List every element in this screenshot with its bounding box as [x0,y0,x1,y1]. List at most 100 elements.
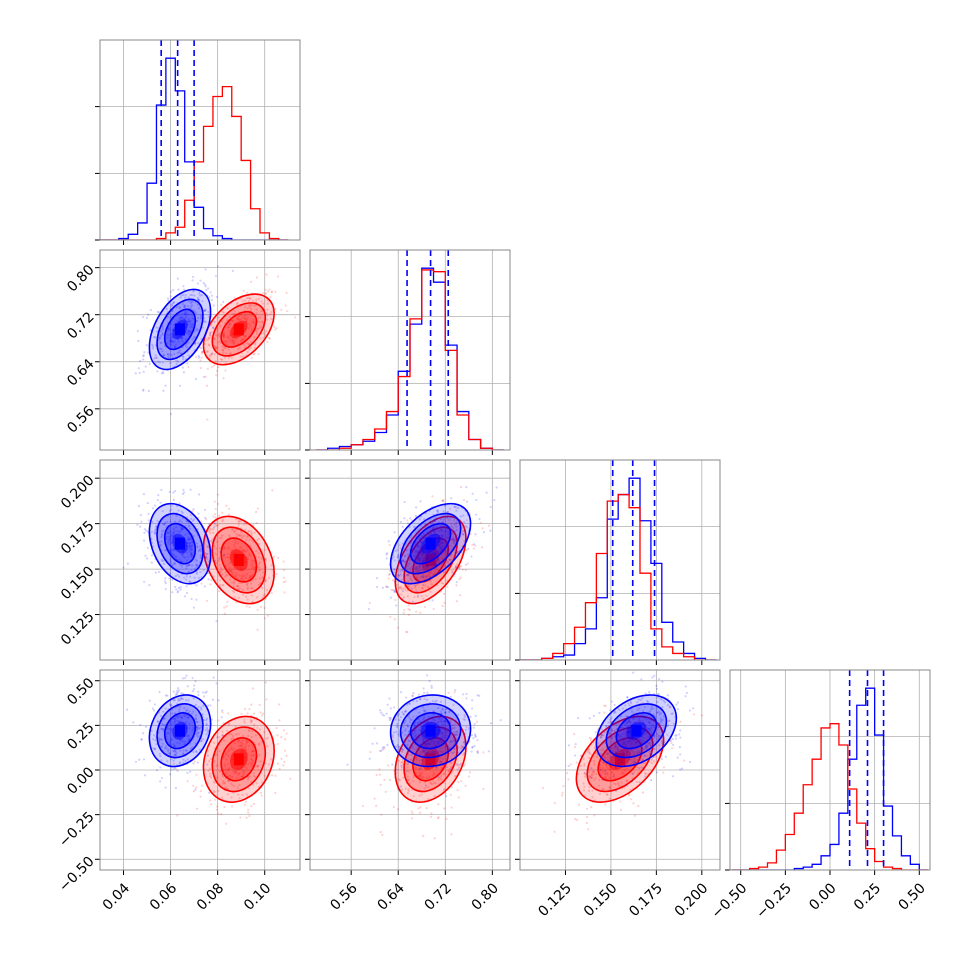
scatter-point [233,530,236,533]
scatter-point [608,768,612,771]
scatter-point [606,759,610,762]
scatter-point [629,721,632,724]
scatter-point [664,755,667,758]
scatter-point [203,309,206,312]
scatter-point [246,558,250,561]
scatter-point [239,546,242,549]
scatter-point [441,733,445,736]
scatter-point [617,762,620,765]
scatter-point [441,520,445,524]
scatter-point [407,585,410,588]
scatter-point [258,754,261,757]
scatter-point [424,523,427,526]
scatter-point [436,509,439,512]
scatter-point [462,741,465,744]
scatter-point [381,586,384,589]
scatter-point [207,310,210,313]
scatter-point [230,356,233,359]
scatter-point [439,710,442,713]
scatter-point [465,486,468,489]
scatter-point [180,510,183,513]
scatter-point [282,576,286,579]
scatter-point [236,316,239,319]
scatter-point [177,697,180,701]
scatter-point [232,585,235,588]
x-tick-label: 0.150 [581,880,621,920]
scatter-point [452,540,456,543]
scatter-point [164,549,167,552]
scatter-point [402,558,405,561]
scatter-point [257,556,261,559]
scatter-point [191,510,194,513]
scatter-point [191,519,194,522]
scatter-point [656,728,659,731]
scatter-point [611,747,614,750]
scatter-point [414,506,418,509]
scatter-point [266,290,270,293]
scatter-point [373,797,376,800]
scatter-point [216,736,219,739]
scatter-point [263,617,266,620]
scatter-point [440,534,443,537]
scatter-point [139,723,142,727]
scatter-point [679,768,682,771]
scatter-point [446,585,449,588]
scatter-point [207,769,210,772]
scatter-point [413,721,417,724]
scatter-point [141,732,145,735]
scatter-point [283,591,286,594]
scatter-point [435,744,438,747]
scatter-point [643,736,646,739]
scatter-point [447,691,450,694]
scatter-point [260,794,263,797]
scatter-point [463,733,466,736]
y-tick-label: 0.150 [58,563,98,603]
scatter-point [271,774,274,777]
scatter-point [216,805,219,808]
panel-content [541,671,704,833]
scatter-point [431,774,435,777]
scatter-point [422,565,425,568]
scatter-point [256,596,259,599]
scatter-point [151,345,155,348]
scatter-point [441,707,444,711]
scatter-point [170,353,173,357]
scatter-point [223,805,226,809]
scatter-point [169,508,173,511]
scatter-point [456,746,459,749]
scatter-point [610,736,613,739]
scatter-point [678,733,681,736]
scatter-point [454,733,458,736]
scatter-point [253,723,256,726]
scatter-point [250,533,253,536]
scatter-point [171,553,174,556]
scatter-point [601,770,604,773]
scatter-point [396,744,400,747]
scatter-point [632,760,635,763]
scatter-point [432,607,435,611]
scatter-point [648,742,651,745]
scatter-point [574,817,577,821]
scatter-point [186,685,189,688]
scatter-point [402,725,405,729]
scatter-point [169,295,173,298]
scatter-point [465,524,468,528]
scatter-point [369,750,372,754]
scatter-point [164,384,167,387]
scatter-point [419,773,423,776]
scatter-point [609,755,612,758]
scatter-point [587,828,590,831]
scatter-point [397,745,400,749]
scatter-point [268,337,271,340]
histogram-blue [520,477,717,660]
scatter-point [220,716,223,719]
scatter-point [224,347,227,350]
scatter-point [270,317,273,320]
scatter-point [499,719,502,722]
scatter-point [250,303,253,306]
scatter-point [593,799,597,802]
scatter-point [172,527,175,530]
scatter-point [641,736,644,739]
scatter-point [223,339,227,343]
density-peak [425,724,436,737]
